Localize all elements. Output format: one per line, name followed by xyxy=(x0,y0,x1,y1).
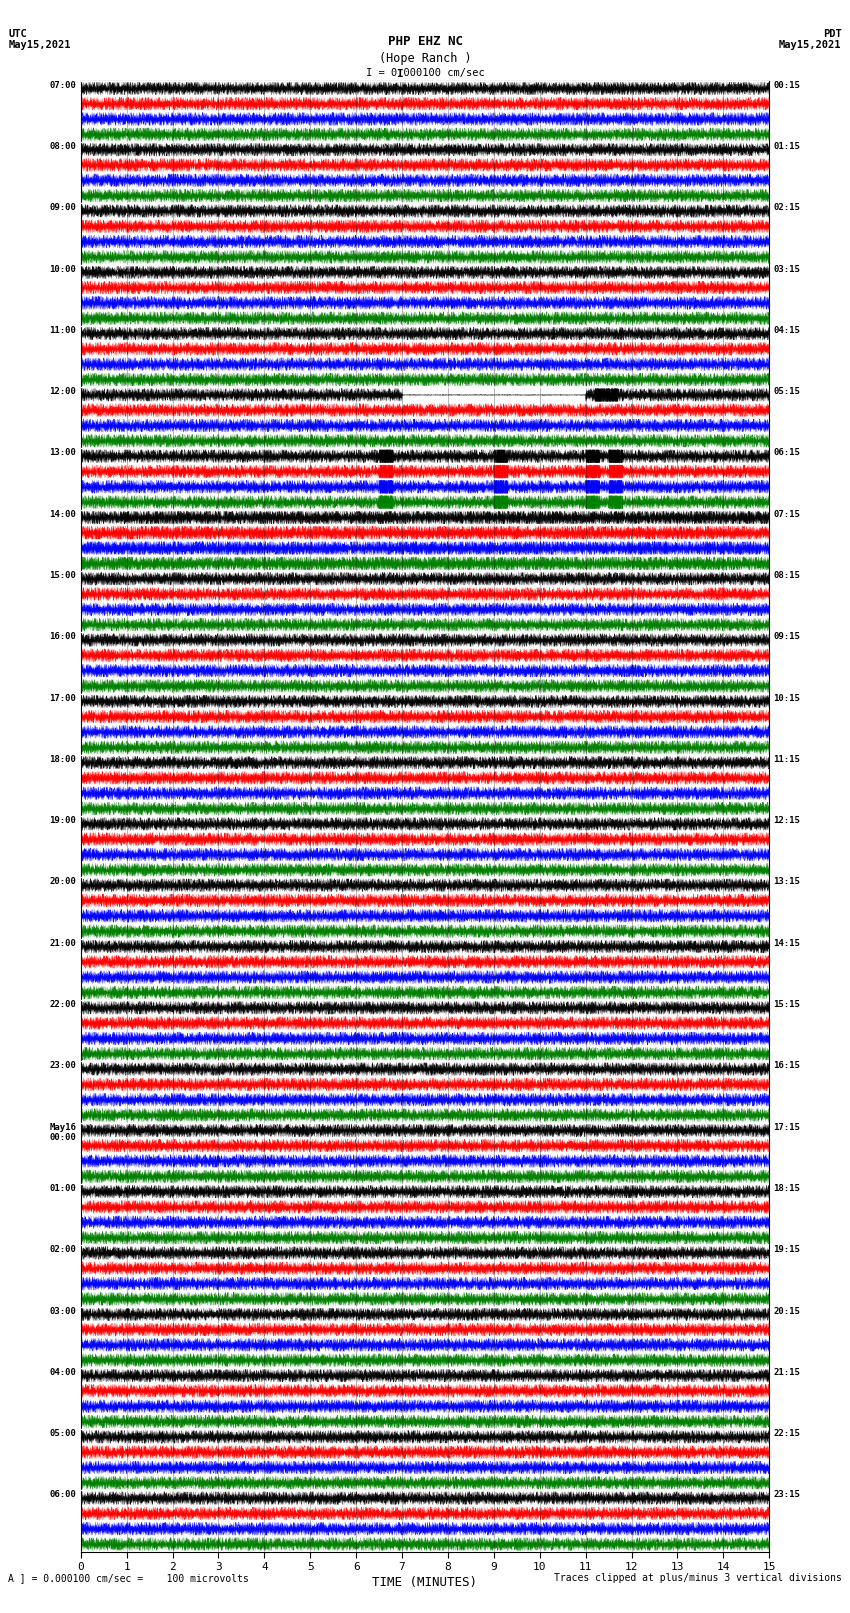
Text: 09:15: 09:15 xyxy=(774,632,801,642)
Text: 17:15: 17:15 xyxy=(774,1123,801,1132)
Text: 23:00: 23:00 xyxy=(49,1061,76,1071)
Text: 05:00: 05:00 xyxy=(49,1429,76,1439)
Text: 15:00: 15:00 xyxy=(49,571,76,581)
Text: 14:00: 14:00 xyxy=(49,510,76,519)
Text: Traces clipped at plus/minus 3 vertical divisions: Traces clipped at plus/minus 3 vertical … xyxy=(553,1573,842,1582)
Text: 09:00: 09:00 xyxy=(49,203,76,213)
Text: 01:15: 01:15 xyxy=(774,142,801,152)
X-axis label: TIME (MINUTES): TIME (MINUTES) xyxy=(372,1576,478,1589)
Text: 06:00: 06:00 xyxy=(49,1490,76,1500)
Text: 14:15: 14:15 xyxy=(774,939,801,948)
Text: 18:00: 18:00 xyxy=(49,755,76,765)
Text: 21:15: 21:15 xyxy=(774,1368,801,1378)
Text: 12:00: 12:00 xyxy=(49,387,76,397)
Text: 03:15: 03:15 xyxy=(774,265,801,274)
Text: 16:00: 16:00 xyxy=(49,632,76,642)
Text: 21:00: 21:00 xyxy=(49,939,76,948)
Text: 22:15: 22:15 xyxy=(774,1429,801,1439)
Text: 13:00: 13:00 xyxy=(49,448,76,458)
Text: PDT: PDT xyxy=(823,29,842,39)
Text: A ] = 0.000100 cm/sec =    100 microvolts: A ] = 0.000100 cm/sec = 100 microvolts xyxy=(8,1573,249,1582)
Text: 07:15: 07:15 xyxy=(774,510,801,519)
Text: 19:00: 19:00 xyxy=(49,816,76,826)
Text: 06:15: 06:15 xyxy=(774,448,801,458)
Text: 23:15: 23:15 xyxy=(774,1490,801,1500)
Text: May15,2021: May15,2021 xyxy=(779,40,842,50)
Text: 13:15: 13:15 xyxy=(774,877,801,887)
Text: May15,2021: May15,2021 xyxy=(8,40,71,50)
Text: 17:00: 17:00 xyxy=(49,694,76,703)
Text: 12:15: 12:15 xyxy=(774,816,801,826)
Text: 10:15: 10:15 xyxy=(774,694,801,703)
Text: 03:00: 03:00 xyxy=(49,1307,76,1316)
Text: 08:15: 08:15 xyxy=(774,571,801,581)
Text: 04:00: 04:00 xyxy=(49,1368,76,1378)
Text: 11:00: 11:00 xyxy=(49,326,76,336)
Text: 02:00: 02:00 xyxy=(49,1245,76,1255)
Text: 20:15: 20:15 xyxy=(774,1307,801,1316)
Text: 02:15: 02:15 xyxy=(774,203,801,213)
Text: 00:15: 00:15 xyxy=(774,81,801,90)
Text: 01:00: 01:00 xyxy=(49,1184,76,1194)
Text: 11:15: 11:15 xyxy=(774,755,801,765)
Text: (Hope Ranch ): (Hope Ranch ) xyxy=(379,52,471,65)
Text: 15:15: 15:15 xyxy=(774,1000,801,1010)
Text: PHP EHZ NC: PHP EHZ NC xyxy=(388,35,462,48)
Text: May16
00:00: May16 00:00 xyxy=(49,1123,76,1142)
Text: 16:15: 16:15 xyxy=(774,1061,801,1071)
Text: 20:00: 20:00 xyxy=(49,877,76,887)
Text: 22:00: 22:00 xyxy=(49,1000,76,1010)
Text: UTC: UTC xyxy=(8,29,27,39)
Text: 05:15: 05:15 xyxy=(774,387,801,397)
Text: 08:00: 08:00 xyxy=(49,142,76,152)
Text: 04:15: 04:15 xyxy=(774,326,801,336)
Text: 19:15: 19:15 xyxy=(774,1245,801,1255)
Text: 10:00: 10:00 xyxy=(49,265,76,274)
Text: I: I xyxy=(396,69,403,79)
Text: I = 0.000100 cm/sec: I = 0.000100 cm/sec xyxy=(366,68,484,77)
Text: 18:15: 18:15 xyxy=(774,1184,801,1194)
Text: 07:00: 07:00 xyxy=(49,81,76,90)
